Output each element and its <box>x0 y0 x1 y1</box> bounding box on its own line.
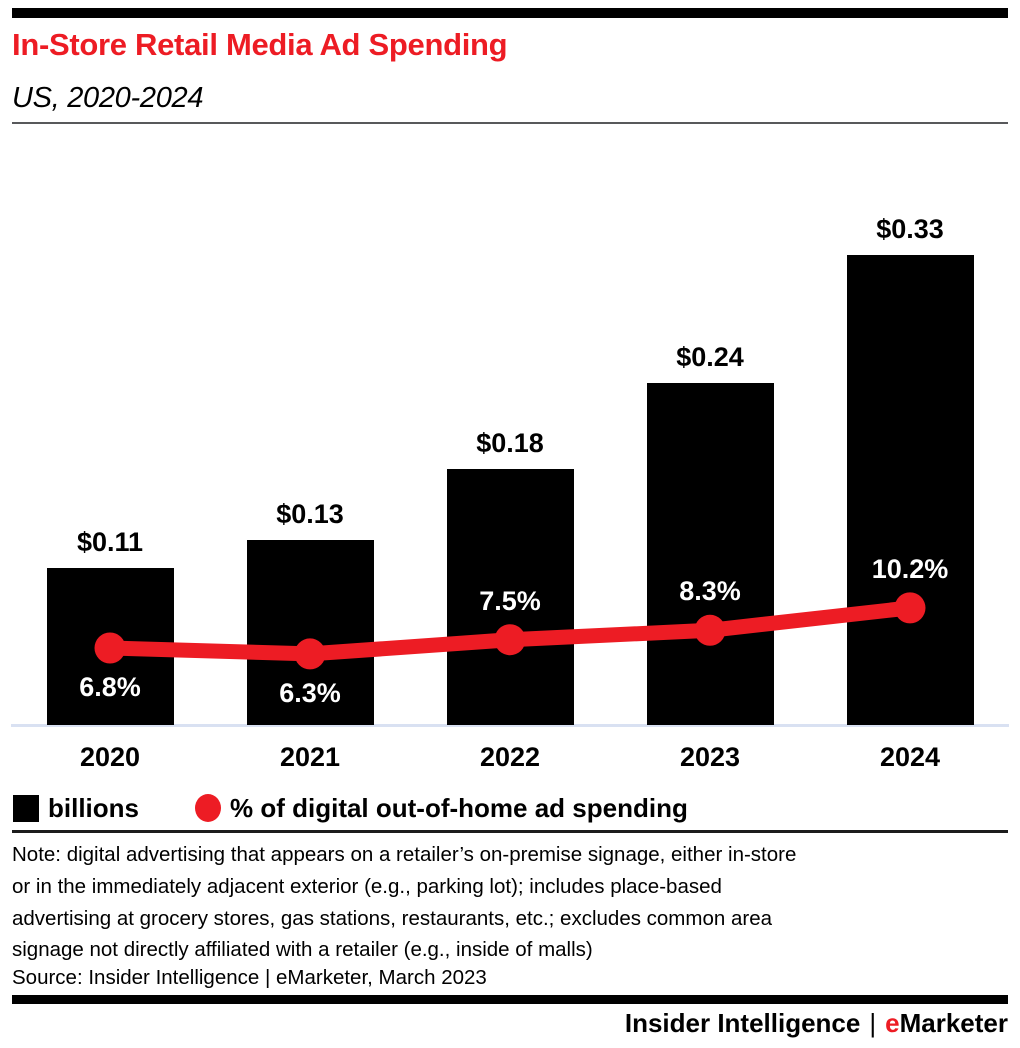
bar-value-label: $0.24 <box>676 342 744 372</box>
x-tick-label-2021: 2021 <box>279 742 341 772</box>
footer-brand-separator: | <box>869 1008 877 1038</box>
bar-2023 <box>646 383 774 725</box>
pct-label-2022: 7.5% <box>479 585 541 616</box>
note-text: Note: digital advertising that appears o… <box>12 839 1012 966</box>
pct-label-2020: 6.8% <box>79 672 141 702</box>
x-tick-label-2022: 2022 <box>479 742 541 772</box>
x-tick-label-2020: 2020 <box>79 742 141 772</box>
bar-2024 <box>846 255 974 725</box>
legend-label-pct: % of digital out-of-home ad spending <box>230 792 688 823</box>
note-line: or in the immediately adjacent exterior … <box>12 874 722 898</box>
header-divider <box>12 122 1008 124</box>
x-axis-line <box>11 724 1009 727</box>
top-accent-bar <box>12 8 1008 18</box>
legend-line-swatch-icon <box>195 794 221 822</box>
pct-label-2024: 10.2% <box>871 553 949 584</box>
source-text: Source: Insider Intelligence | eMarketer… <box>12 966 487 989</box>
legend-label-billions: billions <box>48 792 139 823</box>
footer-brand-insider: Insider Intelligence <box>624 1008 861 1038</box>
note-line: Note: digital advertising that appears o… <box>12 843 797 866</box>
bar-2022 <box>446 469 574 725</box>
x-tick-label-2023: 2023 <box>679 742 741 772</box>
pct-label-2021: 6.3% <box>279 677 341 708</box>
footer-brand-emarketer-rest: Marketer <box>899 1008 1008 1038</box>
pct-label-2023: 8.3% <box>679 576 741 607</box>
footer-brand-emarketer-e: e <box>885 1008 900 1038</box>
legend-divider <box>12 830 1008 833</box>
bar-value-label: $0.33 <box>876 214 944 244</box>
note-line: advertising at grocery stores, gas stati… <box>12 906 772 930</box>
chart-legend: billions % of digital out-of-home ad spe… <box>13 793 688 823</box>
footer-brand: Insider Intelligence | eMarketer <box>625 1008 1008 1039</box>
page-subtitle: US, 2020-2024 <box>12 82 204 114</box>
bar-value-label: $0.13 <box>276 499 344 529</box>
x-tick-label-2024: 2024 <box>879 742 941 772</box>
bar-value-label: $0.11 <box>76 527 144 557</box>
footer-accent-bar <box>12 995 1008 1004</box>
page-title: In-Store Retail Media Ad Spending <box>12 27 508 62</box>
bar-value-label: $0.18 <box>476 428 544 458</box>
legend-bar-swatch-icon <box>13 794 39 822</box>
note-line: signage not directly affiliated with a r… <box>12 938 593 962</box>
